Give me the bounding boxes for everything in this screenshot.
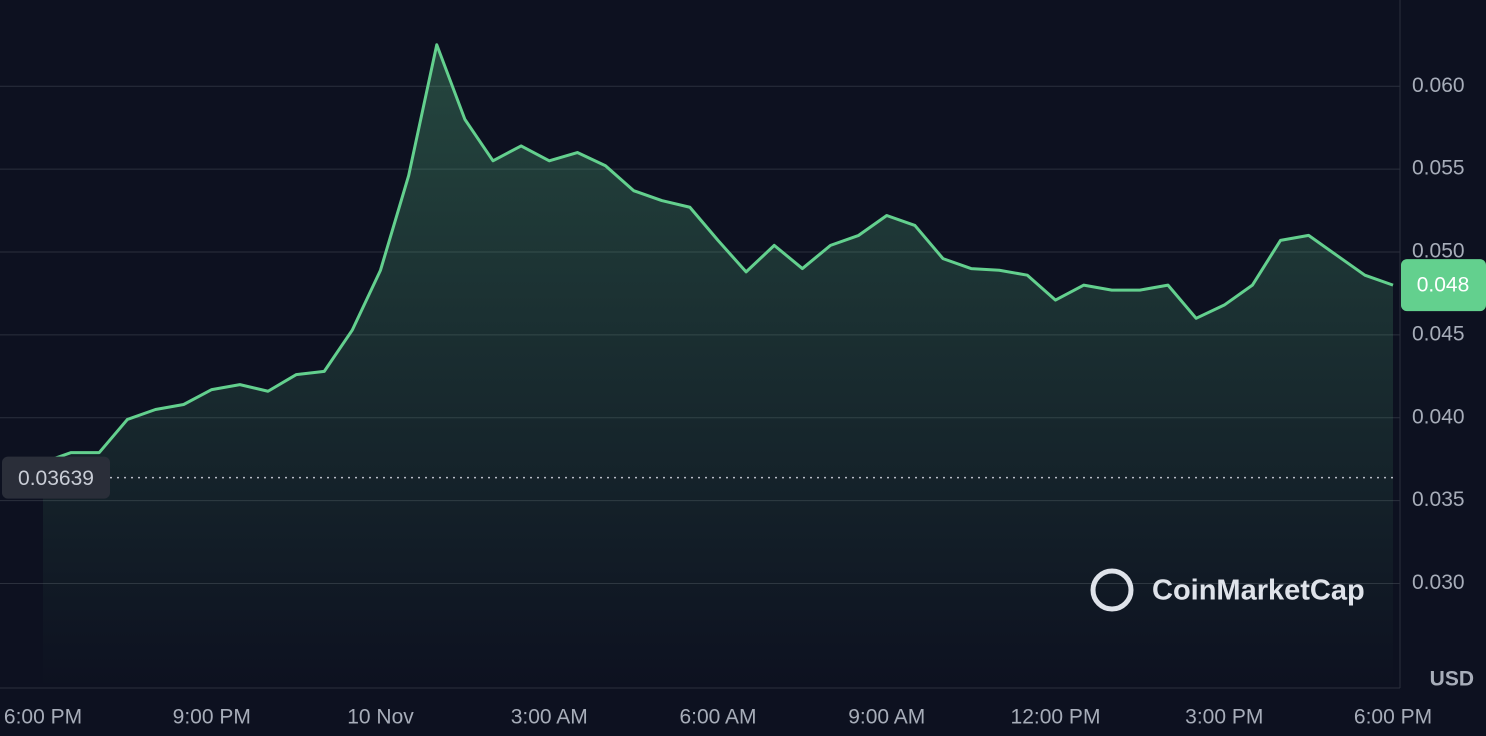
reference-label: 0.03639 [18, 467, 94, 490]
x-tick-label: 6:00 PM [4, 706, 82, 729]
x-tick-label: 9:00 PM [173, 706, 251, 729]
y-tick-label: 0.030 [1412, 571, 1465, 594]
x-tick-label: 6:00 AM [679, 706, 756, 729]
x-tick-label: 9:00 AM [848, 706, 925, 729]
area [43, 44, 1393, 688]
watermark-text: CoinMarketCap [1152, 575, 1365, 607]
x-tick-label: 6:00 PM [1354, 706, 1432, 729]
x-tick-label: 10 Nov [347, 706, 414, 729]
y-tick-label: 0.040 [1412, 405, 1465, 428]
reference-badge [2, 456, 110, 499]
x-tick-label: 3:00 AM [511, 706, 588, 729]
current-price-badge [1401, 259, 1486, 312]
y-tick-label: 0.050 [1412, 240, 1465, 263]
y-tick-label: 0.060 [1412, 74, 1465, 97]
x-tick-label: 12:00 PM [1011, 706, 1101, 729]
watermark-logo [1090, 568, 1134, 612]
x-tick-label: 3:00 PM [1185, 706, 1263, 729]
y-unit: USD [1430, 668, 1474, 691]
watermark: CoinMarketCap [1090, 568, 1365, 612]
y-tick-label: 0.035 [1412, 488, 1465, 511]
line [42, 43, 1394, 464]
current-price-label: 0.048 [1417, 274, 1470, 297]
y-tick-label: 0.055 [1412, 157, 1465, 180]
y-tick-label: 0.045 [1412, 322, 1465, 345]
